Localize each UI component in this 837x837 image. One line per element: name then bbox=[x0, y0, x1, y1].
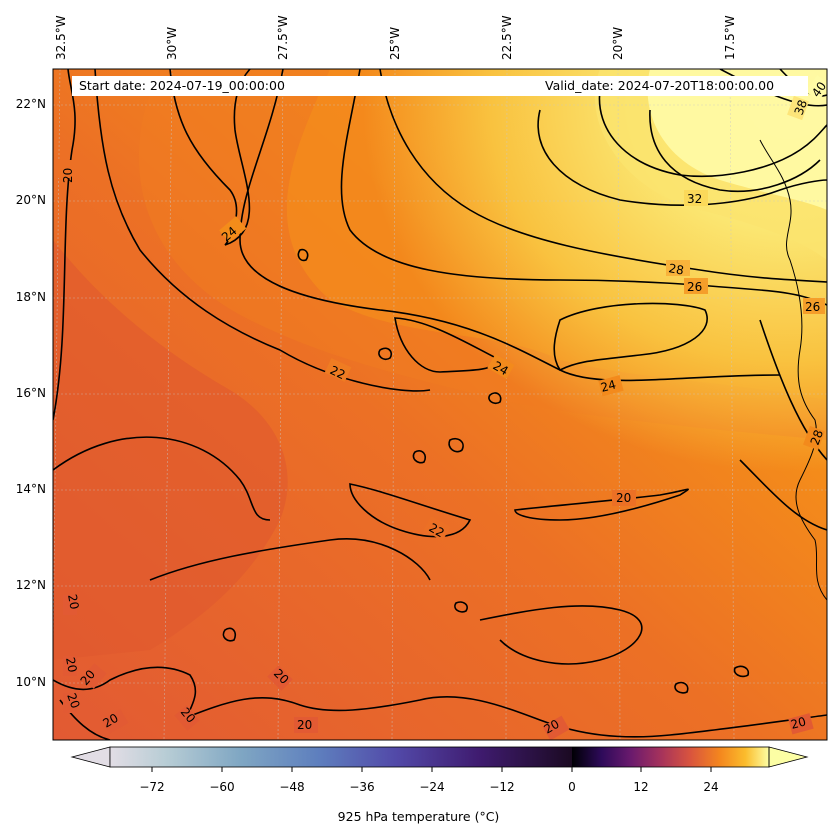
contour-line bbox=[340, 69, 827, 306]
cool-strip-west bbox=[53, 240, 288, 660]
colorbar-ticks bbox=[151, 767, 712, 772]
contour-label: 20 bbox=[616, 491, 631, 505]
contour-label: 26 bbox=[805, 300, 820, 314]
contour-label: 20 bbox=[65, 593, 81, 610]
contour-line bbox=[553, 302, 708, 372]
contour-label: 38 bbox=[792, 98, 810, 117]
longitude-label: 17.5°W bbox=[723, 15, 737, 60]
map-panel: 20 24 32 28 26 26 22 24 24 20 22 28 20 bbox=[53, 69, 829, 740]
longitude-label: 25°W bbox=[388, 26, 402, 60]
colorbar-tick-label: −60 bbox=[209, 780, 235, 794]
contour-line bbox=[379, 69, 827, 283]
colorbar-tick-label: −12 bbox=[489, 780, 515, 794]
colorbar-tick-label: −24 bbox=[419, 780, 445, 794]
contour-label: 24 bbox=[491, 358, 511, 378]
contour-label: 24 bbox=[599, 377, 617, 394]
colorbar-positive bbox=[572, 747, 769, 767]
latitude-label: 18°N bbox=[15, 290, 46, 304]
colorbar-frame bbox=[109, 746, 770, 768]
latitude-label: 22°N bbox=[15, 97, 46, 111]
colorbar-tick-label: 0 bbox=[568, 780, 576, 794]
contour-label: 26 bbox=[687, 280, 702, 294]
contour-label: 28 bbox=[667, 261, 684, 277]
contour-line bbox=[53, 666, 197, 721]
contour-line bbox=[222, 627, 237, 642]
latitude-label: 14°N bbox=[15, 482, 46, 496]
contour-label: 40 bbox=[809, 79, 829, 100]
contour-line bbox=[674, 681, 689, 694]
valid-date-text: Valid_date: 2024-07-20T18:00:00.00 bbox=[545, 78, 775, 93]
contour-label: 20 bbox=[789, 714, 807, 731]
contour-line bbox=[719, 69, 827, 107]
contour-line bbox=[649, 109, 821, 192]
info-bar bbox=[72, 76, 808, 96]
colorbar bbox=[70, 746, 809, 772]
colorbar-tick-label: −72 bbox=[139, 780, 165, 794]
contour-label: 20 bbox=[297, 718, 312, 732]
colorbar-tick-label: −36 bbox=[349, 780, 375, 794]
contour-label: 20 bbox=[64, 691, 82, 710]
contour-label: 20 bbox=[542, 717, 562, 737]
contour-line bbox=[94, 69, 431, 392]
contour-line bbox=[149, 538, 431, 581]
contour-line bbox=[454, 601, 468, 613]
contour-line bbox=[514, 488, 689, 521]
longitude-label: 32.5°W bbox=[54, 15, 68, 60]
latitude-label: 12°N bbox=[15, 578, 46, 592]
contour-line bbox=[412, 450, 427, 464]
longitude-label: 30°W bbox=[165, 26, 179, 60]
longitude-label: 22.5°W bbox=[500, 15, 514, 60]
contour-line bbox=[448, 437, 464, 453]
contour-line bbox=[739, 459, 827, 531]
colorbar-tick-label: −48 bbox=[279, 780, 305, 794]
latitude-label: 10°N bbox=[15, 675, 46, 689]
contour-label: 32 bbox=[687, 192, 702, 206]
contour-line bbox=[479, 605, 643, 665]
latitude-label: 16°N bbox=[15, 386, 46, 400]
contour-line bbox=[53, 436, 271, 521]
contour-line bbox=[598, 89, 827, 178]
contour-line bbox=[733, 665, 750, 678]
contour-line bbox=[349, 483, 472, 538]
map-frame bbox=[52, 68, 828, 741]
colorbar-negative bbox=[110, 747, 572, 767]
colorbar-extend-right bbox=[768, 746, 809, 768]
coastline bbox=[759, 139, 827, 601]
colorbar-tick-label: 24 bbox=[703, 780, 719, 794]
contour-line bbox=[297, 248, 309, 262]
colorbar-extend-left bbox=[70, 746, 111, 768]
latitude-label: 20°N bbox=[15, 193, 46, 207]
colorbar-tick-label: 12 bbox=[633, 780, 649, 794]
contour-line bbox=[394, 317, 502, 373]
contour-line bbox=[53, 69, 76, 421]
contour-label: 20 bbox=[101, 711, 121, 731]
contour-label: 22 bbox=[427, 520, 447, 540]
contour-label: 28 bbox=[808, 428, 826, 447]
gridlines bbox=[53, 69, 827, 740]
contour-label-group: 20 24 32 28 26 26 22 24 24 20 22 28 20 bbox=[58, 75, 829, 740]
longitude-label: 27.5°W bbox=[276, 15, 290, 60]
longitude-label: 20°W bbox=[611, 26, 625, 60]
contour-label: 22 bbox=[328, 363, 348, 382]
colorbar-title: 925 hPa temperature (°C) bbox=[337, 809, 500, 824]
contour-label: 20 bbox=[61, 168, 75, 183]
contour-label: 20 bbox=[63, 656, 79, 673]
contour-line bbox=[169, 69, 251, 246]
contour-line bbox=[378, 347, 393, 361]
hottest-core bbox=[647, 69, 827, 210]
contour-line bbox=[488, 392, 502, 405]
start-date-text: Start date: 2024-07-19_00:00:00 bbox=[79, 78, 285, 93]
contour-line bbox=[179, 695, 827, 738]
contour-line bbox=[537, 109, 827, 206]
